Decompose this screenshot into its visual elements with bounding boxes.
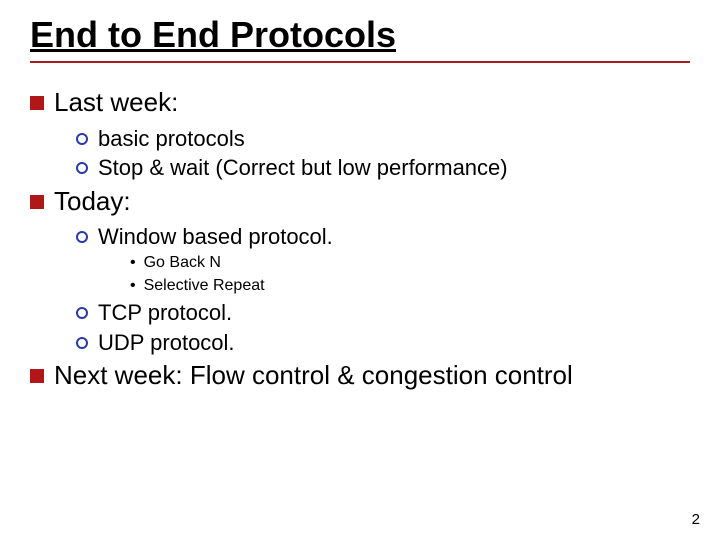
dot-bullet-icon: •	[130, 276, 136, 296]
list-item: Stop & wait (Correct but low performance…	[76, 154, 690, 182]
list-item-label: Last week:	[54, 87, 178, 118]
slide: End to End Protocols Last week: basic pr…	[0, 0, 720, 540]
list-item: Window based protocol.	[76, 223, 690, 251]
circle-bullet-icon	[76, 162, 88, 174]
square-bullet-icon	[30, 96, 44, 110]
circle-bullet-icon	[76, 231, 88, 243]
square-bullet-icon	[30, 369, 44, 383]
title-rule	[30, 61, 690, 63]
list-item: • Go Back N	[130, 253, 690, 273]
list-item: Last week:	[30, 87, 690, 118]
circle-bullet-icon	[76, 337, 88, 349]
list-item-label: Window based protocol.	[98, 223, 333, 251]
list-item: • Selective Repeat	[130, 276, 690, 296]
list-item: basic protocols	[76, 125, 690, 153]
list-item-label: UDP protocol.	[98, 329, 235, 357]
circle-bullet-icon	[76, 307, 88, 319]
slide-title: End to End Protocols	[30, 14, 690, 55]
circle-bullet-icon	[76, 133, 88, 145]
list-item: UDP protocol.	[76, 329, 690, 357]
list-item-label: Next week: Flow control & congestion con…	[54, 360, 573, 391]
page-number: 2	[692, 511, 700, 528]
list-item-label: Stop & wait (Correct but low performance…	[98, 154, 508, 182]
square-bullet-icon	[30, 195, 44, 209]
list-item: TCP protocol.	[76, 299, 690, 327]
list-item-label: TCP protocol.	[98, 299, 232, 327]
list-item: Today:	[30, 186, 690, 217]
list-item-label: basic protocols	[98, 125, 245, 153]
dot-bullet-icon: •	[130, 253, 136, 273]
list-item-label: Today:	[54, 186, 131, 217]
list-item: Next week: Flow control & congestion con…	[30, 360, 690, 391]
list-item-label: Go Back N	[144, 253, 221, 273]
list-item-label: Selective Repeat	[144, 276, 265, 296]
